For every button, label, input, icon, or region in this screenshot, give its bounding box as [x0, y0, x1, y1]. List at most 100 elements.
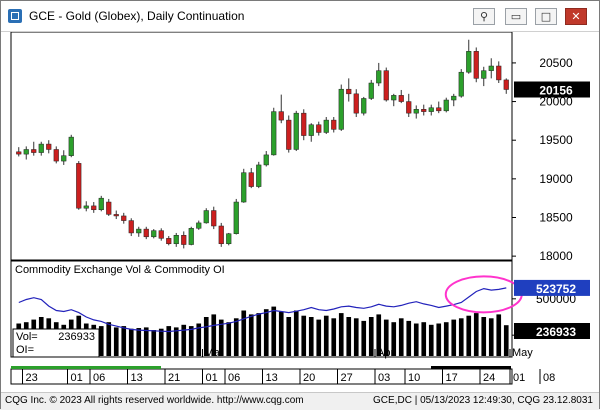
- candle-body: [368, 82, 374, 99]
- chart-area[interactable]: 18000 18500 19000 19500 20000 20500 20156 Comm…: [5, 31, 597, 389]
- time-tick-label: 24: [483, 372, 495, 384]
- candle-body: [443, 99, 449, 112]
- candle-body: [361, 98, 367, 114]
- volume-bar: [166, 326, 172, 356]
- candle-body: [16, 151, 22, 155]
- candle-body: [61, 155, 67, 162]
- volume-bar: [488, 318, 494, 356]
- candle-body: [68, 136, 74, 156]
- volume-bar: [481, 317, 487, 356]
- volume-bar: [361, 320, 367, 356]
- pin-icon[interactable]: ⚲: [473, 8, 495, 25]
- price-tick-label: 18500: [539, 210, 573, 224]
- volume-bar: [128, 328, 134, 356]
- oi-badge-label: 523752: [536, 282, 576, 296]
- time-tick-label: 03: [378, 372, 390, 384]
- candle-body: [263, 154, 269, 166]
- last-price-label: 20156: [539, 84, 573, 98]
- volume-bar: [256, 313, 262, 356]
- candle-body: [391, 95, 397, 101]
- time-tick-label: 01: [206, 372, 218, 384]
- vol-badge: [514, 323, 590, 339]
- volume-bar: [443, 322, 449, 356]
- volume-bar: [406, 320, 412, 356]
- time-tick-label: 13: [266, 372, 278, 384]
- readout-vol-value: 236933: [58, 331, 95, 343]
- candle-body: [496, 65, 502, 81]
- candle-body: [436, 107, 442, 112]
- volume-bar: [218, 319, 224, 356]
- candle-body: [98, 197, 104, 211]
- candle-body: [278, 111, 284, 121]
- volume-bar: [181, 324, 187, 356]
- volume-bar: [248, 314, 254, 356]
- volume-bar: [188, 326, 194, 356]
- time-tick-label: 01: [513, 372, 525, 384]
- vol-badge-label: 236933: [536, 325, 576, 339]
- candle-body: [421, 109, 427, 112]
- candle-body: [488, 65, 494, 71]
- indicator-title: Commodity Exchange Vol & Commodity OI: [15, 264, 225, 276]
- volume-bar: [136, 328, 142, 356]
- volume-bar: [293, 310, 299, 356]
- volume-bar: [241, 310, 247, 356]
- candle-body: [143, 228, 149, 238]
- candle-body: [121, 215, 127, 221]
- candle-body: [31, 149, 37, 153]
- candle-body: [158, 230, 164, 239]
- candle-body: [383, 70, 389, 101]
- volume-bar: [271, 306, 277, 356]
- volume-bar: [158, 328, 164, 356]
- open-interest-line: [18, 287, 507, 333]
- candle-body: [503, 79, 509, 90]
- volume-bar: [196, 323, 202, 356]
- price-pane: 18000 18500 19000 19500 20000 20500 20156: [10, 31, 590, 263]
- volume-bar: [143, 327, 149, 356]
- candle-body: [293, 112, 299, 150]
- candle-body: [428, 107, 434, 112]
- copyright-text: CQG Inc. © 2023 All rights reserved worl…: [5, 395, 304, 406]
- title-bar[interactable]: GCE - Gold (Globex), Daily Continuation …: [1, 1, 599, 32]
- time-tick-label: 23: [26, 372, 38, 384]
- candle-body: [248, 172, 254, 187]
- month-label: Apr: [377, 347, 394, 359]
- chart-svg[interactable]: 18000 18500 19000 19500 20000 20500 20156 Comm…: [5, 31, 597, 389]
- candle-body: [301, 112, 307, 136]
- time-tick-label: 06: [93, 372, 105, 384]
- close-button[interactable]: ✕: [565, 8, 587, 25]
- candle-body: [286, 119, 292, 150]
- volume-bar: [98, 326, 104, 356]
- candle-body: [166, 238, 172, 245]
- candle-body: [308, 124, 314, 136]
- volume-bar: [173, 327, 179, 356]
- volume-bar: [113, 327, 119, 356]
- volume-bar: [301, 315, 307, 356]
- volume-bar: [211, 314, 217, 356]
- indicator-pane: Commodity Exchange Vol & Commodity OI400…: [10, 260, 590, 359]
- time-tick-label: 13: [131, 372, 143, 384]
- volume-bar: [398, 318, 404, 356]
- status-info: GCE,DC | 05/13/2023 12:49:30, CQG 23.12.…: [373, 395, 593, 406]
- candle-body: [181, 235, 187, 245]
- candle-body: [271, 111, 277, 156]
- candle-body: [23, 149, 29, 155]
- candle-body: [241, 172, 247, 203]
- volume-bar: [413, 323, 419, 356]
- time-tick-label: 01: [71, 372, 83, 384]
- volume-bar: [263, 309, 269, 356]
- volume-bar: [316, 319, 322, 356]
- last-price-badge: [514, 81, 590, 98]
- volume-bar: [308, 317, 314, 356]
- maximize-button[interactable]: □: [535, 8, 557, 25]
- volume-bar: [391, 322, 397, 356]
- candle-body: [188, 228, 194, 245]
- volume-bar: [383, 319, 389, 356]
- candle-body: [316, 124, 322, 133]
- volume-bar: [346, 317, 352, 356]
- restore-button[interactable]: ▭: [505, 8, 527, 25]
- candle-body: [211, 210, 217, 227]
- candle-body: [398, 95, 404, 102]
- app-icon: [8, 9, 22, 23]
- readout-oi-label: OI=: [16, 344, 34, 356]
